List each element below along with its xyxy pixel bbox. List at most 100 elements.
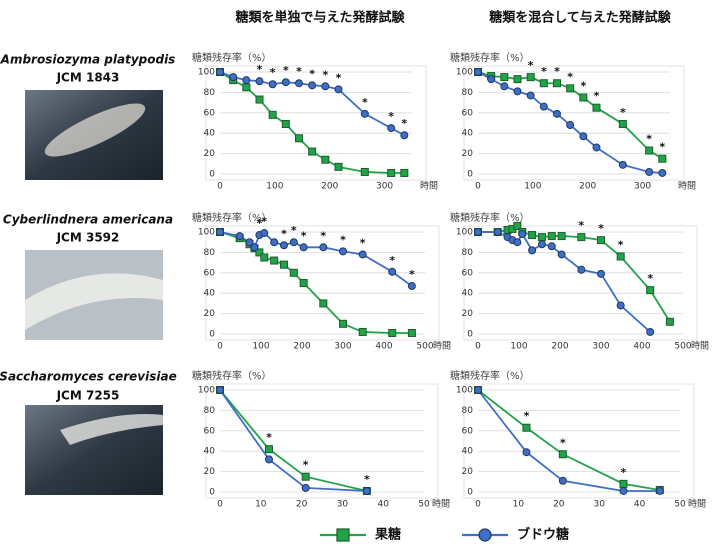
significance-mark: *	[647, 272, 653, 285]
significance-mark: *	[528, 59, 534, 72]
y-tick-label: 20	[204, 467, 216, 477]
series-line	[477, 389, 660, 491]
marker	[592, 103, 601, 112]
y-tick-label: 40	[204, 129, 216, 139]
y-tick-label: 60	[204, 268, 216, 278]
y-tick-label: 60	[204, 108, 216, 118]
organism-name: Ambrosiozyma platypodis	[0, 53, 175, 67]
x-tick-label: 200	[293, 342, 310, 352]
marker	[216, 228, 224, 236]
marker	[255, 77, 264, 86]
marker	[279, 241, 288, 250]
marker	[557, 232, 566, 241]
marker	[528, 231, 537, 240]
column-header: 糖類を混合して与えた発酵試験	[489, 10, 672, 26]
x-tick-label: 100	[510, 342, 527, 352]
y-tick-label: 100	[198, 228, 215, 238]
y-tick-label: 60	[462, 426, 474, 436]
x-tick-label: 0	[217, 182, 223, 192]
plot-frame	[463, 383, 695, 499]
significance-mark: *	[578, 219, 584, 232]
significance-mark: *	[560, 436, 566, 449]
marker	[339, 319, 347, 328]
x-tick-label: 30	[593, 500, 605, 510]
marker	[216, 386, 224, 394]
marker	[400, 131, 409, 140]
significance-mark: *	[567, 70, 573, 83]
marker	[658, 154, 667, 163]
significance-mark: *	[303, 459, 309, 472]
marker	[245, 238, 254, 247]
marker	[558, 476, 567, 485]
marker	[566, 121, 575, 130]
marker	[597, 236, 605, 245]
y-tick-label: 0	[467, 488, 473, 498]
marker	[281, 78, 290, 87]
marker	[539, 102, 548, 111]
photo-colonies	[60, 414, 163, 445]
organism-name: Cyberlindnera americana	[3, 213, 173, 227]
x-tick-label: 20	[553, 500, 565, 510]
marker	[268, 80, 277, 89]
marker	[255, 248, 264, 257]
x-tick-label: 400	[633, 342, 650, 352]
x-tick-label: 100	[524, 182, 541, 192]
y-tick-label: 0	[467, 330, 473, 340]
significance-mark: *	[659, 141, 665, 154]
marker	[289, 238, 298, 247]
x-axis-label: 時間	[433, 341, 451, 352]
plot-frame	[463, 225, 698, 341]
marker	[513, 87, 522, 96]
x-tick-label: 400	[375, 342, 392, 352]
x-axis-label: 時間	[688, 499, 706, 510]
y-tick-label: 60	[204, 426, 216, 436]
y-axis-label: 糖類残存率（%）	[450, 51, 530, 64]
significance-mark: *	[322, 68, 328, 81]
x-tick-label: 10	[255, 500, 267, 510]
marker	[358, 327, 367, 336]
y-tick-label: 100	[456, 68, 473, 78]
marker	[339, 247, 347, 256]
x-tick-label: 0	[217, 500, 223, 510]
x-tick-label: 300	[334, 342, 351, 352]
marker	[645, 167, 654, 176]
significance-mark: *	[646, 133, 652, 146]
marker	[229, 73, 238, 82]
marker	[334, 85, 343, 94]
strain: JCM 3592	[56, 231, 120, 245]
marker	[552, 109, 561, 118]
x-axis-label: 時間	[678, 181, 696, 192]
marker	[294, 134, 303, 143]
marker	[655, 486, 664, 495]
photo-colonies	[44, 103, 146, 157]
marker	[616, 301, 625, 310]
y-tick-label: 80	[462, 406, 474, 416]
marker	[487, 75, 496, 84]
y-axis-label: 糖類残存率（%）	[192, 51, 272, 64]
significance-mark: *	[291, 224, 297, 237]
x-tick-label: 10	[513, 500, 525, 510]
y-tick-label: 40	[462, 289, 474, 299]
y-tick-label: 40	[462, 447, 474, 457]
x-tick-label: 300	[376, 182, 393, 192]
y-tick-label: 80	[462, 248, 474, 258]
y-tick-label: 60	[462, 108, 474, 118]
significance-mark: *	[296, 65, 302, 78]
marker	[597, 269, 605, 278]
plot-frame	[205, 225, 440, 341]
marker	[474, 228, 482, 236]
marker	[646, 327, 655, 336]
marker	[558, 450, 567, 459]
significance-mark: *	[261, 215, 267, 228]
marker	[526, 91, 535, 100]
y-axis-label: 糖類残存率（%）	[450, 369, 530, 382]
x-tick-label: 300	[592, 342, 609, 352]
marker	[270, 256, 279, 265]
y-axis-label: 糖類残存率（%）	[450, 211, 530, 224]
legend-marker	[478, 528, 492, 542]
significance-mark: *	[401, 117, 407, 130]
marker	[255, 95, 264, 104]
significance-mark: *	[270, 66, 276, 79]
x-tick-label: 200	[321, 182, 338, 192]
marker	[250, 243, 259, 252]
